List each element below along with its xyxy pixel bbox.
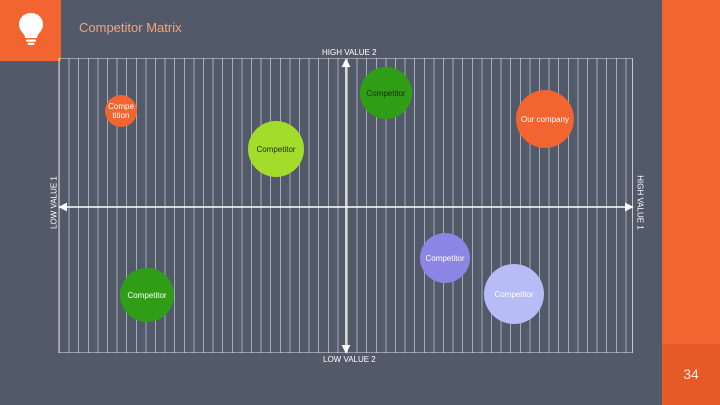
- bubble-label: Competitor: [366, 88, 406, 98]
- slide-title: Competitor Matrix: [79, 20, 182, 35]
- competitor-bubble: Compe tition: [105, 95, 137, 127]
- lightbulb-icon: [19, 13, 43, 45]
- page-number: 34: [683, 366, 699, 382]
- bubble-label: Compe tition: [108, 102, 134, 120]
- bubble-label: Competitor: [494, 289, 534, 299]
- bubble-label: Competitor: [127, 290, 167, 300]
- competitor-bubble: Competitor: [420, 233, 470, 283]
- axis-label-top: HIGH VALUE 2: [322, 48, 377, 57]
- competitor-bubble: Competitor: [360, 67, 412, 119]
- our-company-bubble: Our company: [516, 90, 574, 148]
- logo-box: [0, 0, 61, 61]
- axis-label-right: HIGH VALUE 1: [635, 175, 645, 230]
- axis-label-bottom: LOW VALUE 2: [323, 355, 376, 364]
- right-accent-strip: [662, 0, 720, 405]
- bubble-label: Competitor: [425, 253, 465, 263]
- competitor-bubble: Competitor: [484, 264, 544, 324]
- bubble-label: Competitor: [256, 144, 296, 154]
- competitor-bubble: Competitor: [120, 268, 174, 322]
- competitor-bubble: Competitor: [248, 121, 304, 177]
- axis-label-left: LOW VALUE 1: [49, 176, 59, 229]
- page-number-box: [662, 344, 720, 405]
- bubble-label: Our company: [520, 114, 570, 124]
